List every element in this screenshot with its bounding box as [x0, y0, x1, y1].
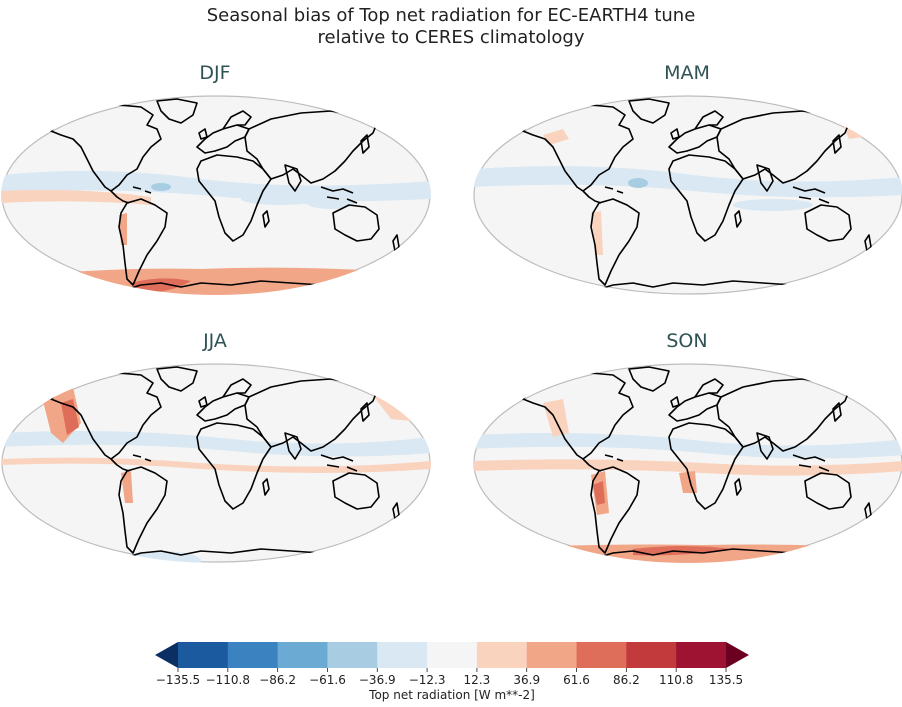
colorbar-tick-label: −61.6	[309, 673, 346, 687]
colorbar-bin	[476, 642, 528, 668]
colorbar-tick-label: 110.8	[659, 673, 693, 687]
map-panel-mam	[473, 95, 902, 295]
colorbar-bin	[526, 642, 578, 668]
map-panel-djf	[1, 95, 431, 295]
figure-title-line2: relative to CERES climatology	[317, 27, 584, 48]
colorbar-label: Top net radiation [W m**-2]	[368, 688, 535, 702]
colorbar-tick-label: −110.8	[206, 673, 250, 687]
colorbar-extend-low	[155, 642, 178, 668]
panel-title-son: SON	[666, 330, 707, 352]
map-panel-jja	[1, 363, 431, 563]
colorbar-tick-label: −135.5	[156, 673, 200, 687]
panel-title-mam: MAM	[664, 62, 710, 84]
colorbar-tick-label: −36.9	[359, 673, 396, 687]
colorbar-bin	[427, 642, 478, 668]
colorbar-bin	[377, 642, 428, 668]
colorbar-bin	[327, 642, 378, 668]
colorbar-bin	[277, 642, 328, 668]
colorbar-tick-label: 12.3	[464, 673, 491, 687]
colorbar-bin	[227, 642, 279, 668]
figure-title-line1: Seasonal bias of Top net radiation for E…	[207, 5, 696, 26]
panel-title-jja: JJA	[202, 330, 227, 352]
colorbar-bin	[626, 642, 677, 668]
colorbar-bin	[676, 642, 727, 668]
colorbar-tick-label: −86.2	[259, 673, 296, 687]
colorbar-extend-high	[726, 642, 749, 668]
colorbar-tick-label: 135.5	[709, 673, 743, 687]
panel-title-djf: DJF	[199, 62, 230, 84]
colorbar-tick-label: −12.3	[409, 673, 446, 687]
colorbar-tick-label: 86.2	[613, 673, 640, 687]
map-panel-son	[473, 363, 902, 563]
colorbar-tick-label: 61.6	[563, 673, 590, 687]
colorbar: −135.5 −110.8 −86.2 −61.6 −36.9 −12.3 12.3 36.9…	[155, 642, 749, 702]
colorbar-bin	[576, 642, 627, 668]
colorbar-bin	[178, 642, 229, 668]
colorbar-tick-label: 36.9	[513, 673, 540, 687]
